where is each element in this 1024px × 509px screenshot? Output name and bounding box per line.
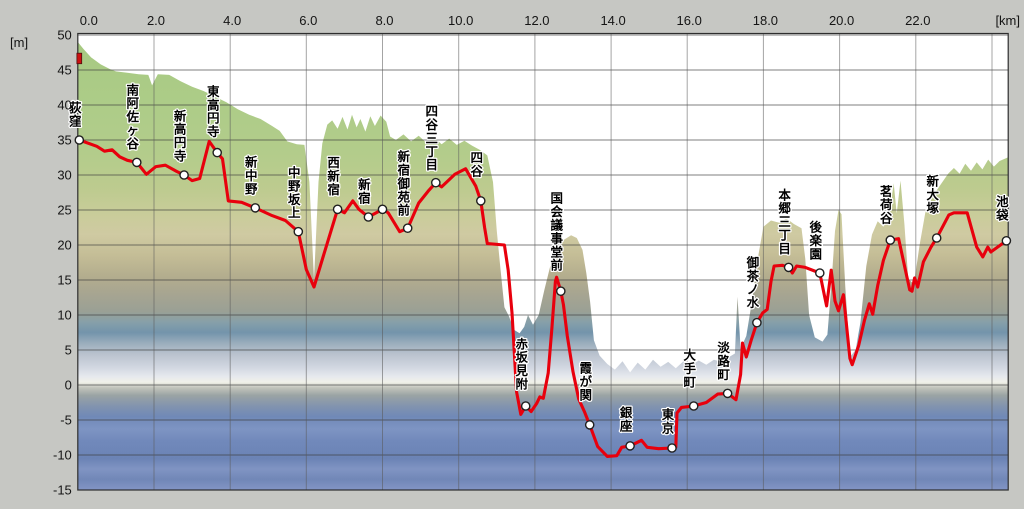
y-tick-label: 30	[57, 168, 71, 183]
station-marker	[688, 401, 699, 411]
station-marker	[212, 147, 222, 158]
y-tick-label: 20	[57, 238, 71, 253]
station-label: 銀座	[619, 405, 633, 433]
station-marker	[131, 157, 142, 168]
station-label: 新宿御苑前	[396, 149, 410, 218]
station-label: 新中野	[245, 155, 258, 197]
station-marker	[752, 317, 762, 328]
station-marker	[402, 223, 413, 233]
station-label: 新宿	[358, 177, 371, 205]
station-marker	[556, 286, 566, 297]
station-marker	[74, 135, 85, 145]
station-marker	[250, 203, 261, 213]
x-tick-label: 12.0	[524, 13, 549, 28]
station-marker	[377, 204, 388, 215]
y-tick-label: -5	[60, 413, 72, 428]
x-tick-label: 0.0	[80, 13, 98, 28]
station-label: 国会議事堂前	[551, 191, 564, 273]
station-label: 後楽園	[809, 220, 823, 262]
station-label: 赤坂見附	[514, 336, 528, 391]
x-tick-label: 8.0	[375, 13, 393, 28]
station-label: 四谷三丁目	[426, 104, 439, 173]
x-axis-unit: [km]	[995, 13, 1020, 28]
station-label: 茗荷谷	[879, 184, 893, 226]
x-tick-label: 16.0	[677, 13, 702, 28]
x-tick-label: 2.0	[147, 13, 165, 28]
station-marker	[815, 268, 825, 278]
station-label: 四谷	[471, 150, 484, 178]
y-tick-label: 5	[65, 343, 72, 358]
y-tick-label: 10	[57, 308, 71, 323]
station-label: 大手町	[683, 348, 696, 390]
y-tick-label: 50	[57, 28, 71, 43]
station-marker	[885, 235, 896, 245]
y-axis-unit: [m]	[10, 35, 28, 50]
y-tick-label: -15	[53, 483, 72, 498]
station-marker	[783, 262, 794, 273]
station-marker	[667, 443, 677, 453]
y-tick-label: 35	[57, 133, 71, 148]
station-label: 池袋	[995, 194, 1009, 222]
station-marker	[332, 204, 343, 215]
station-marker	[520, 401, 531, 411]
station-marker	[475, 196, 486, 206]
station-marker	[363, 212, 374, 222]
y-tick-label: -10	[53, 448, 72, 463]
station-marker	[179, 170, 189, 180]
track-profile-line	[77, 138, 1008, 458]
station-marker	[722, 388, 733, 399]
station-label: 本郷三丁目	[778, 187, 791, 256]
x-tick-label: 4.0	[223, 13, 241, 28]
station-label: 霞が関	[579, 361, 592, 403]
station-label: 東高円寺	[207, 84, 220, 139]
x-tick-label: 20.0	[829, 13, 854, 28]
terrain-area	[77, 42, 1009, 490]
y-tick-label: 0	[65, 378, 72, 393]
station-marker	[625, 441, 635, 451]
x-tick-label: 22.0	[905, 13, 930, 28]
y-tick-label: 15	[57, 273, 71, 288]
station-marker	[584, 420, 595, 430]
x-tick-label: 6.0	[299, 13, 317, 28]
y-tick-label: 25	[57, 203, 71, 218]
station-marker	[931, 233, 942, 243]
start-elevation-tick	[76, 52, 83, 65]
station-marker	[293, 226, 304, 237]
station-marker	[430, 177, 441, 188]
station-label: 中野坂上	[288, 165, 301, 220]
station-label: 東京	[662, 407, 675, 435]
x-tick-label: 10.0	[448, 13, 473, 28]
station-label: 新高円寺	[174, 108, 187, 163]
station-label: 御茶ノ水	[746, 255, 760, 310]
station-label: 西新宿	[327, 155, 340, 197]
y-tick-label: 40	[57, 98, 71, 113]
station-label: 荻窪	[69, 100, 82, 128]
x-tick-label: 18.0	[753, 13, 778, 28]
plot-border	[77, 32, 1009, 491]
station-marker	[1001, 235, 1012, 246]
station-label: 新大塚	[926, 174, 939, 216]
x-tick-label: 14.0	[600, 13, 625, 28]
y-tick-label: 45	[57, 63, 71, 78]
station-label: 南阿佐ヶ谷	[126, 82, 140, 151]
station-label: 淡路町	[717, 340, 730, 382]
